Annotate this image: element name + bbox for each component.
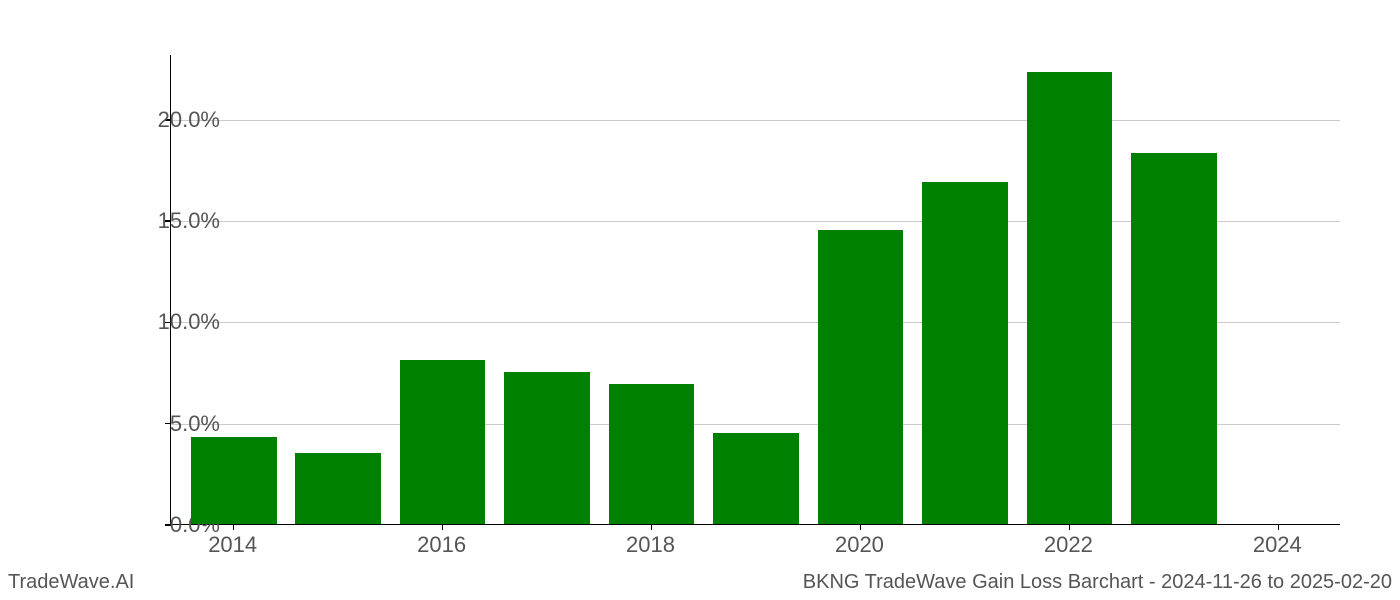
- gridline: [171, 120, 1340, 121]
- bar: [713, 433, 799, 524]
- bar: [922, 182, 1008, 524]
- x-tick-mark: [233, 524, 235, 530]
- footer-right-text: BKNG TradeWave Gain Loss Barchart - 2024…: [803, 571, 1392, 594]
- y-tick-label: 10.0%: [158, 309, 220, 335]
- bar: [504, 372, 590, 524]
- x-tick-label: 2022: [1044, 532, 1093, 558]
- footer-left-text: TradeWave.AI: [8, 571, 134, 594]
- bar: [609, 384, 695, 524]
- x-tick-label: 2016: [417, 532, 466, 558]
- y-tick-label: 20.0%: [158, 107, 220, 133]
- y-tick-label: 5.0%: [170, 411, 220, 437]
- y-tick-label: 15.0%: [158, 208, 220, 234]
- bar: [191, 437, 277, 524]
- chart-container: [170, 55, 1340, 525]
- x-tick-label: 2018: [626, 532, 675, 558]
- bar: [818, 230, 904, 524]
- x-tick-mark: [1069, 524, 1071, 530]
- bar: [1027, 72, 1113, 524]
- bar: [295, 453, 381, 524]
- plot-area: [170, 55, 1340, 525]
- x-tick-mark: [442, 524, 444, 530]
- x-tick-label: 2024: [1253, 532, 1302, 558]
- x-tick-mark: [651, 524, 653, 530]
- bar: [1131, 153, 1217, 524]
- x-tick-label: 2014: [208, 532, 257, 558]
- x-tick-label: 2020: [835, 532, 884, 558]
- bar: [400, 360, 486, 524]
- x-tick-mark: [1278, 524, 1280, 530]
- x-tick-mark: [860, 524, 862, 530]
